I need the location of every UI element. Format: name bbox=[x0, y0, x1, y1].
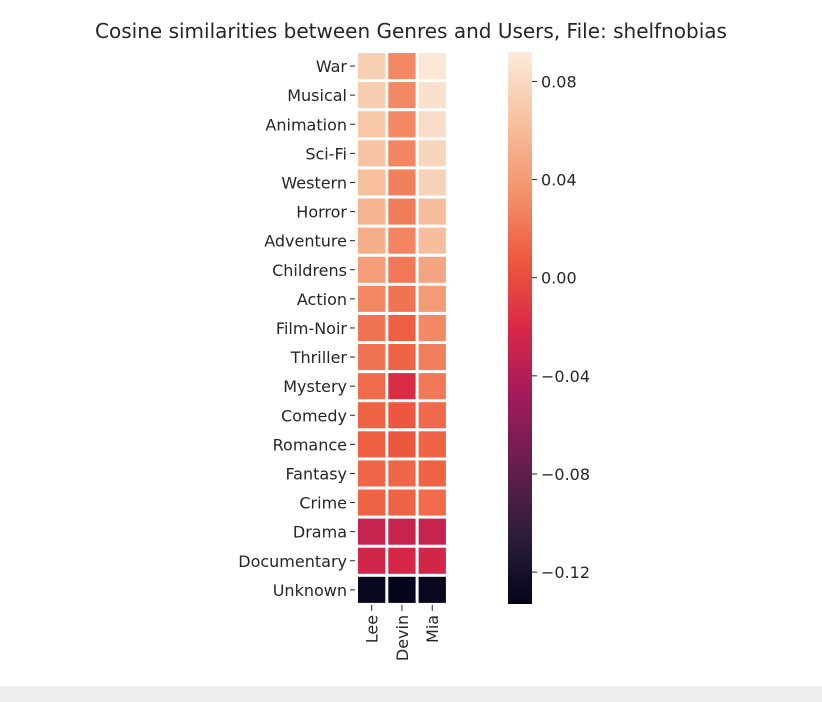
heatmap-cell bbox=[358, 140, 386, 167]
row-label: Fantasy bbox=[285, 464, 347, 483]
heatmap-cell bbox=[418, 169, 446, 196]
heatmap-cell bbox=[358, 285, 386, 312]
heatmap-cell bbox=[418, 111, 446, 138]
heatmap-cell bbox=[358, 111, 386, 138]
heatmap-cell bbox=[388, 140, 416, 167]
heatmap-cell bbox=[358, 82, 386, 109]
heatmap-cell bbox=[358, 489, 386, 516]
row-label: War bbox=[316, 57, 348, 76]
heatmap-cell bbox=[358, 198, 386, 225]
heatmap-cell bbox=[418, 314, 446, 341]
heatmap-cell bbox=[418, 82, 446, 109]
heatmap-cell bbox=[418, 576, 446, 603]
heatmap-cell bbox=[358, 547, 386, 574]
heatmap-cell bbox=[388, 111, 416, 138]
heatmap-cell bbox=[388, 53, 416, 80]
heatmap-cell bbox=[418, 489, 446, 516]
colorbar-tick-label: 0.08 bbox=[541, 72, 577, 91]
heatmap-cell bbox=[388, 344, 416, 371]
heatmap-cell bbox=[418, 431, 446, 458]
colorbar-ticks: 0.08 0.04 0.00 −0.04 −0.08 −0.12 bbox=[532, 72, 590, 582]
heatmap-cell bbox=[418, 285, 446, 312]
colorbar-tick-label: −0.08 bbox=[541, 465, 590, 484]
heatmap-cell bbox=[358, 256, 386, 283]
row-label: Childrens bbox=[272, 261, 347, 280]
row-label: Animation bbox=[265, 115, 347, 134]
heatmap-cell bbox=[388, 576, 416, 603]
row-label: Crime bbox=[299, 494, 347, 513]
heatmap-cell bbox=[358, 314, 386, 341]
heatmap-cell bbox=[388, 82, 416, 109]
heatmap-cell bbox=[388, 460, 416, 487]
row-label: Action bbox=[297, 290, 347, 309]
heatmap-cell bbox=[388, 169, 416, 196]
row-label: Drama bbox=[293, 523, 347, 542]
heatmap-cell bbox=[388, 198, 416, 225]
heatmap-cell bbox=[358, 576, 386, 603]
heatmap-cell bbox=[358, 460, 386, 487]
heatmap-cell bbox=[388, 402, 416, 429]
heatmap-cell bbox=[358, 373, 386, 400]
row-label: Mystery bbox=[283, 377, 347, 396]
heatmap-cell bbox=[418, 227, 446, 254]
heatmap-cell bbox=[418, 198, 446, 225]
heatmap-cell bbox=[358, 402, 386, 429]
row-label: Comedy bbox=[281, 406, 347, 425]
heatmap-cell bbox=[418, 402, 446, 429]
heatmap-cell bbox=[418, 547, 446, 574]
heatmap-cell bbox=[388, 285, 416, 312]
heatmap-cell bbox=[358, 227, 386, 254]
row-label: Western bbox=[281, 173, 347, 192]
heatmap-cell bbox=[388, 489, 416, 516]
heatmap-figure: Cosine similarities between Genres and U… bbox=[95, 19, 727, 662]
column-labels: Lee Devin Mia bbox=[363, 604, 442, 661]
bottom-bar bbox=[0, 686, 822, 702]
heatmap-cell bbox=[418, 53, 446, 80]
heatmap-svg: Cosine similarities between Genres and U… bbox=[95, 19, 727, 661]
row-label: Thriller bbox=[290, 348, 348, 367]
heatmap-cell bbox=[418, 460, 446, 487]
colorbar-tick-label: 0.04 bbox=[541, 171, 577, 190]
column-label: Mia bbox=[423, 615, 442, 643]
row-label: Horror bbox=[296, 203, 347, 222]
colorbar-tick-label: 0.00 bbox=[541, 269, 577, 288]
heatmap-cell bbox=[358, 518, 386, 545]
heatmap-cells bbox=[358, 53, 446, 603]
heatmap-cell bbox=[358, 169, 386, 196]
heatmap-cell bbox=[388, 518, 416, 545]
row-label: Film-Noir bbox=[276, 319, 347, 338]
heatmap-cell bbox=[388, 227, 416, 254]
colorbar-tick-label: −0.12 bbox=[541, 563, 590, 582]
heatmap-cell bbox=[388, 314, 416, 341]
heatmap-cell bbox=[358, 344, 386, 371]
heatmap-cell bbox=[388, 547, 416, 574]
column-label: Lee bbox=[363, 615, 382, 643]
row-label: Adventure bbox=[264, 232, 347, 251]
row-label: Unknown bbox=[273, 581, 347, 600]
colorbar-tick-label: −0.04 bbox=[541, 367, 590, 386]
heatmap-cell bbox=[418, 344, 446, 371]
colorbar bbox=[508, 52, 532, 604]
column-label: Devin bbox=[393, 615, 412, 661]
heatmap-cell bbox=[388, 431, 416, 458]
heatmap-cell bbox=[388, 256, 416, 283]
heatmap-cell bbox=[418, 140, 446, 167]
chart-title: Cosine similarities between Genres and U… bbox=[95, 19, 727, 43]
heatmap-cell bbox=[388, 373, 416, 400]
row-labels: War Musical Animation Sci-Fi Western Horror Ad… bbox=[238, 57, 355, 600]
row-label: Musical bbox=[287, 86, 347, 105]
row-label: Sci-Fi bbox=[305, 144, 347, 163]
heatmap-cell bbox=[418, 256, 446, 283]
heatmap-cell bbox=[358, 53, 386, 80]
heatmap-cell bbox=[418, 518, 446, 545]
heatmap-cell bbox=[358, 431, 386, 458]
row-label: Romance bbox=[273, 435, 347, 454]
heatmap-cell bbox=[418, 373, 446, 400]
row-label: Documentary bbox=[238, 552, 347, 571]
